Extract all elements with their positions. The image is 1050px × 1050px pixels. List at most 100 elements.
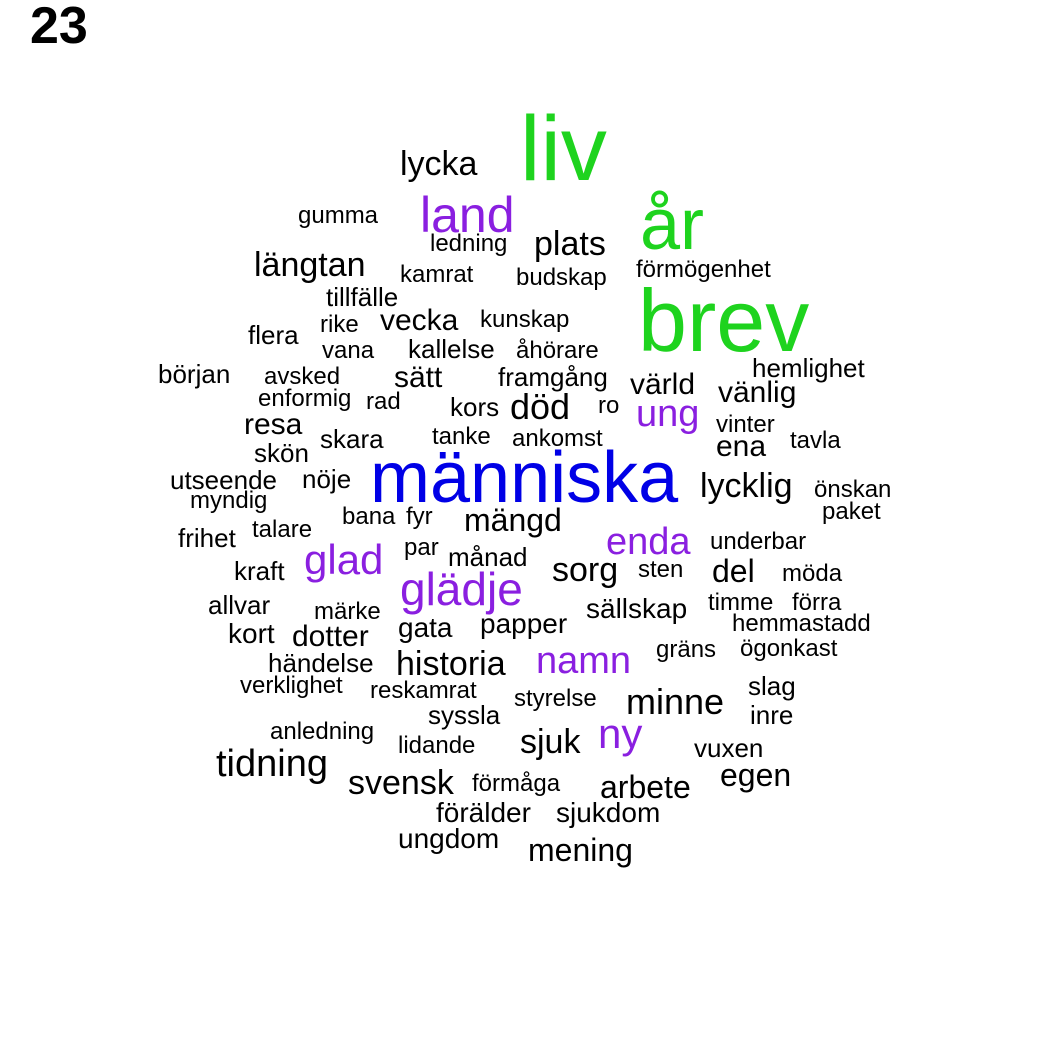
word-framgang: framgång — [498, 362, 608, 393]
word-vecka: vecka — [380, 304, 459, 338]
word-land: land — [420, 187, 515, 243]
word-kort: kort — [228, 618, 275, 650]
word-resa: resa — [244, 408, 303, 442]
word-sorg: sorg — [552, 550, 619, 589]
word-dotter: dotter — [292, 620, 369, 654]
word-enformig: enformig — [258, 384, 352, 412]
word-kamrat: kamrat — [400, 260, 474, 288]
word-ung: ung — [636, 393, 700, 436]
word-gladje: glädje — [400, 562, 523, 615]
word-vana: vana — [322, 336, 375, 364]
word-tillfalle: tillfälle — [326, 282, 399, 313]
word-tavla: tavla — [790, 426, 841, 454]
word-grans: gräns — [656, 635, 717, 663]
word-historia: historia — [396, 644, 506, 683]
word-handelse: händelse — [268, 648, 374, 679]
word-varld: värld — [630, 368, 696, 402]
word-satt: sätt — [394, 361, 443, 395]
word-noje: nöje — [302, 464, 352, 495]
word-plats: plats — [534, 224, 606, 263]
word-arbete: arbete — [600, 768, 691, 805]
word-ena: ena — [716, 430, 767, 464]
word-sjuk: sjuk — [520, 722, 581, 761]
word-liv: liv — [520, 98, 607, 201]
word-formogenhet: förmögenhet — [636, 255, 771, 283]
word-ny: ny — [598, 710, 643, 758]
word-talare: talare — [252, 515, 313, 543]
word-kallelse: kallelse — [408, 334, 495, 365]
word-kraft: kraft — [234, 556, 285, 587]
word-sjukdom: sjukdom — [556, 797, 661, 829]
word-utseende: utseende — [170, 465, 277, 496]
word-foralder: förälder — [436, 797, 531, 829]
word-ogonkast: ögonkast — [740, 634, 838, 662]
word-lidande: lidande — [398, 731, 476, 759]
word-styrelse: styrelse — [514, 684, 597, 712]
word-hemlighet: hemlighet — [752, 353, 865, 384]
word-verklighet: verklighet — [240, 671, 343, 699]
word-rike: rike — [320, 310, 359, 338]
word-reskamrat: reskamrat — [370, 676, 477, 704]
word-kors: kors — [450, 392, 500, 423]
word-ankomst: ankomst — [512, 424, 603, 452]
word-bana: bana — [342, 502, 396, 530]
word-ahorare: åhörare — [516, 336, 599, 364]
word-vuxen: vuxen — [694, 733, 764, 764]
word-frihet: frihet — [178, 523, 236, 554]
word-gata: gata — [398, 612, 453, 644]
word-lycka: lycka — [400, 144, 478, 183]
word-vanlig: vänlig — [718, 376, 797, 410]
word-fyr: fyr — [406, 502, 433, 530]
word-rad: rad — [366, 387, 401, 415]
word-manad: månad — [448, 542, 528, 573]
word-allvar: allvar — [208, 590, 271, 621]
word-del: del — [712, 552, 755, 589]
word-ledning: ledning — [430, 229, 508, 257]
word-namn: namn — [536, 640, 632, 683]
word-papper: papper — [480, 608, 568, 640]
word-gumma: gumma — [298, 201, 379, 229]
word-forra: förra — [792, 588, 842, 616]
word-syssla: syssla — [428, 700, 501, 731]
word-sten: sten — [638, 555, 684, 583]
word-moda: möda — [782, 559, 843, 587]
word-glad: glad — [304, 536, 384, 584]
word-underbar: underbar — [710, 527, 807, 555]
word-hemmastadd: hemmastadd — [732, 609, 871, 637]
page-number: 23 — [30, 0, 88, 55]
word-inre: inre — [750, 700, 794, 731]
word-svensk: svensk — [348, 763, 454, 802]
word-marke: märke — [314, 597, 381, 625]
word-tanke: tanke — [432, 422, 491, 450]
word-avsked: avsked — [264, 362, 341, 390]
word-enda: enda — [606, 521, 691, 564]
word-lycklig: lycklig — [700, 466, 793, 505]
word-anledning: anledning — [270, 717, 375, 745]
word-skara: skara — [320, 424, 384, 455]
word-minne: minne — [626, 680, 725, 722]
word-manniska: människa — [370, 437, 679, 518]
word-egen: egen — [720, 756, 792, 793]
word-ungdom: ungdom — [398, 823, 500, 855]
word-skon: skön — [254, 438, 309, 469]
word-tidning: tidning — [216, 743, 328, 786]
word-onskan: önskan — [814, 475, 892, 503]
word-mening: mening — [528, 831, 633, 868]
word-paket: paket — [822, 497, 881, 525]
word-brev: brev — [638, 271, 810, 371]
word-vinter: vinter — [716, 410, 775, 438]
word-flera: flera — [248, 320, 299, 351]
word-mangd: mängd — [464, 501, 562, 538]
word-myndig: myndig — [190, 486, 268, 514]
word-langtan: längtan — [254, 245, 366, 284]
word-sallskap: sällskap — [586, 593, 688, 625]
word-timme: timme — [708, 588, 774, 616]
word-formaga: förmåga — [472, 769, 561, 797]
word-slag: slag — [748, 671, 796, 702]
word-kunskap: kunskap — [480, 305, 570, 333]
word-ro: ro — [598, 391, 620, 419]
word-dod: död — [510, 385, 571, 427]
word-budskap: budskap — [516, 263, 607, 291]
word-ar: år — [640, 184, 705, 265]
